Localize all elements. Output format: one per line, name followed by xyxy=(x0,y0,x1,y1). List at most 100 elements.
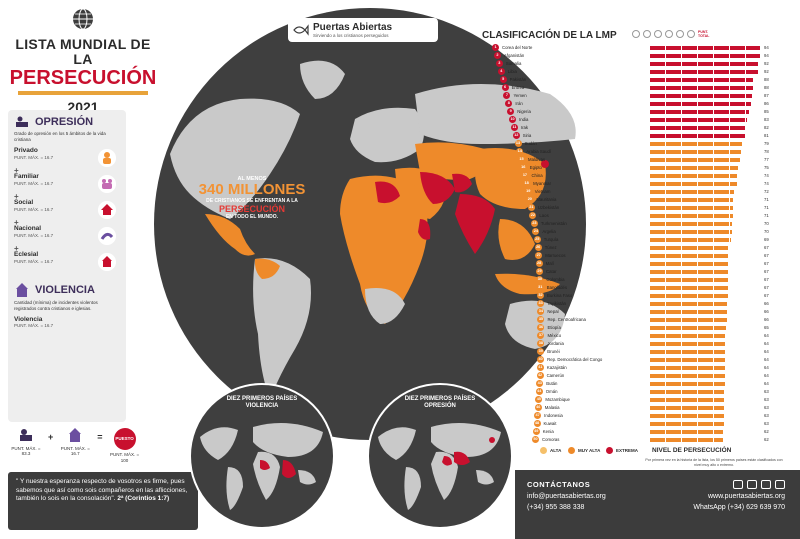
rank-number: 26 xyxy=(534,244,542,251)
minimap-oppression-map xyxy=(367,383,513,529)
rank-score-bar xyxy=(650,245,729,250)
rank-total-score: 64 xyxy=(764,365,769,370)
rank-score-bar xyxy=(650,213,734,218)
violence-icon xyxy=(16,283,28,297)
contact-email[interactable]: info@puertasabiertas.org xyxy=(527,493,606,500)
rank-total-score: 64 xyxy=(764,381,769,386)
rank-total-score: 63 xyxy=(764,389,769,394)
rank-score-bar xyxy=(650,221,732,226)
contact-phone[interactable]: (+34) 955 388 338 xyxy=(527,504,585,511)
rank-total-score: 92 xyxy=(764,69,769,74)
rank-total-score: 70 xyxy=(764,221,769,226)
twitter-icon[interactable] xyxy=(747,480,757,489)
rank-score-bar xyxy=(650,269,729,274)
rank-number: 32 xyxy=(536,292,544,299)
headline-persecution: PERSECUCIÓN xyxy=(218,204,285,214)
rank-number: 21 xyxy=(527,204,535,211)
rank-score-bar xyxy=(650,205,734,210)
rank-country-name: Indonesia xyxy=(544,413,563,418)
rank-score-bar xyxy=(650,181,737,186)
rank-country-name: Etiopía xyxy=(547,325,561,330)
rank-total-score: 88 xyxy=(764,85,769,90)
minimap-violence: DIEZ PRIMEROS PAÍSES VIOLENCIA xyxy=(188,382,336,530)
rank-number: 5 xyxy=(499,76,507,83)
map-africa xyxy=(340,175,428,324)
map-north-america xyxy=(170,98,300,219)
rank-score-bar xyxy=(650,357,725,362)
rank-total-score: 78 xyxy=(764,149,769,154)
rank-total-score: 94 xyxy=(764,45,769,50)
legend-swatch xyxy=(606,447,613,454)
rank-score-bar xyxy=(650,165,738,170)
rank-score-bar xyxy=(650,365,725,370)
formula-oppression: PUNT. MÁX. = 83.3 xyxy=(8,428,44,457)
oppression-panel: OPRESIÓN Grado de opresión en los 5 ámbi… xyxy=(8,110,126,422)
rank-total-score: 63 xyxy=(764,405,769,410)
rank-country-name: Somalia xyxy=(505,61,522,66)
map-se-asia xyxy=(498,219,535,260)
contact-web[interactable]: www.puertasabiertas.org xyxy=(707,493,785,500)
sphere-score: PUNT. MÁX. = 16.7 xyxy=(14,207,54,212)
violence-section: VIOLENCIA Cantidad (mínima) de incidente… xyxy=(14,283,120,328)
rank-number: 13 xyxy=(514,140,522,147)
map-afghanistan xyxy=(452,173,472,193)
facebook-icon[interactable] xyxy=(775,480,785,489)
social-column-icon xyxy=(654,30,662,38)
violence-title: VIOLENCIA xyxy=(35,284,95,296)
rank-score-bar xyxy=(650,85,753,90)
rank-number: 16 xyxy=(519,164,527,171)
map-india xyxy=(455,194,495,254)
youtube-icon[interactable] xyxy=(733,480,743,489)
sphere-name: Familiar xyxy=(14,173,39,180)
contact-whatsapp[interactable]: WhatsApp (+34) 629 639 970 xyxy=(693,504,785,511)
rank-number: 24 xyxy=(532,228,540,235)
rank-number: 12 xyxy=(512,132,520,139)
instagram-icon[interactable] xyxy=(761,480,771,489)
rank-country-name: Kazajistán xyxy=(546,365,567,370)
rank-score-bar xyxy=(650,109,750,114)
plus-sign: + xyxy=(14,244,19,253)
brand-logo: Puertas Abiertas Sirviendo a los cristia… xyxy=(288,18,438,42)
rank-total-score: 63 xyxy=(764,397,769,402)
sphere-name: Social xyxy=(14,199,34,206)
rank-number: 10 xyxy=(509,116,517,123)
legend-note: Por primera vez en la historia de la lis… xyxy=(645,458,783,467)
rank-score-bar xyxy=(650,349,725,354)
legend-title: NIVEL DE PERSECUCIÓN xyxy=(652,447,732,454)
rank-number: 39 xyxy=(537,348,545,355)
rank-country-name: Turkmenistán xyxy=(540,221,567,226)
private-column-icon xyxy=(632,30,640,38)
rank-score-bar xyxy=(650,285,729,290)
sphere-church: Eclesial PUNT. MÁX. = 16.7 xyxy=(14,251,120,277)
brand-tagline: Sirviendo a los cristianos perseguidos xyxy=(313,33,389,38)
rank-score-bar xyxy=(650,421,724,426)
headline-at-least: AL MENOS xyxy=(237,176,267,182)
rank-country-name: Nigeria xyxy=(517,109,531,114)
rank-number: 11 xyxy=(510,124,518,131)
rank-total-score: 64 xyxy=(764,341,769,346)
rank-country-name: Comoras xyxy=(542,437,560,442)
rank-number: 1 xyxy=(492,44,499,51)
rank-score-bar xyxy=(650,397,724,402)
rank-country-name: India xyxy=(519,117,529,122)
rank-score-bar xyxy=(650,77,753,82)
rank-number: 44 xyxy=(535,388,543,395)
rank-number: 34 xyxy=(537,308,545,315)
rank-total-score: 66 xyxy=(764,309,769,314)
rank-number: 6 xyxy=(501,84,509,91)
plus-sign: + xyxy=(14,218,19,227)
rank-total-score: 66 xyxy=(764,301,769,306)
rank-total-score: 63 xyxy=(764,413,769,418)
rank-score-bar xyxy=(650,125,746,130)
legend-muy-alta: MUY ALTA xyxy=(568,447,600,454)
rank-country-name: Siria xyxy=(522,133,532,138)
rank-total-score: 64 xyxy=(764,373,769,378)
rank-country-name: Bután xyxy=(546,381,558,386)
rank-number: 43 xyxy=(536,380,544,387)
map-europe xyxy=(350,107,424,163)
rank-number: 29 xyxy=(536,268,544,275)
formula-total-max: PUNT. MÁX. = 100 xyxy=(109,452,140,463)
formula-violence-max: PUNT. MÁX. = 16.7 xyxy=(60,445,90,457)
formula-equals: = xyxy=(97,432,103,442)
rank-country-name: Malasia xyxy=(544,405,560,410)
